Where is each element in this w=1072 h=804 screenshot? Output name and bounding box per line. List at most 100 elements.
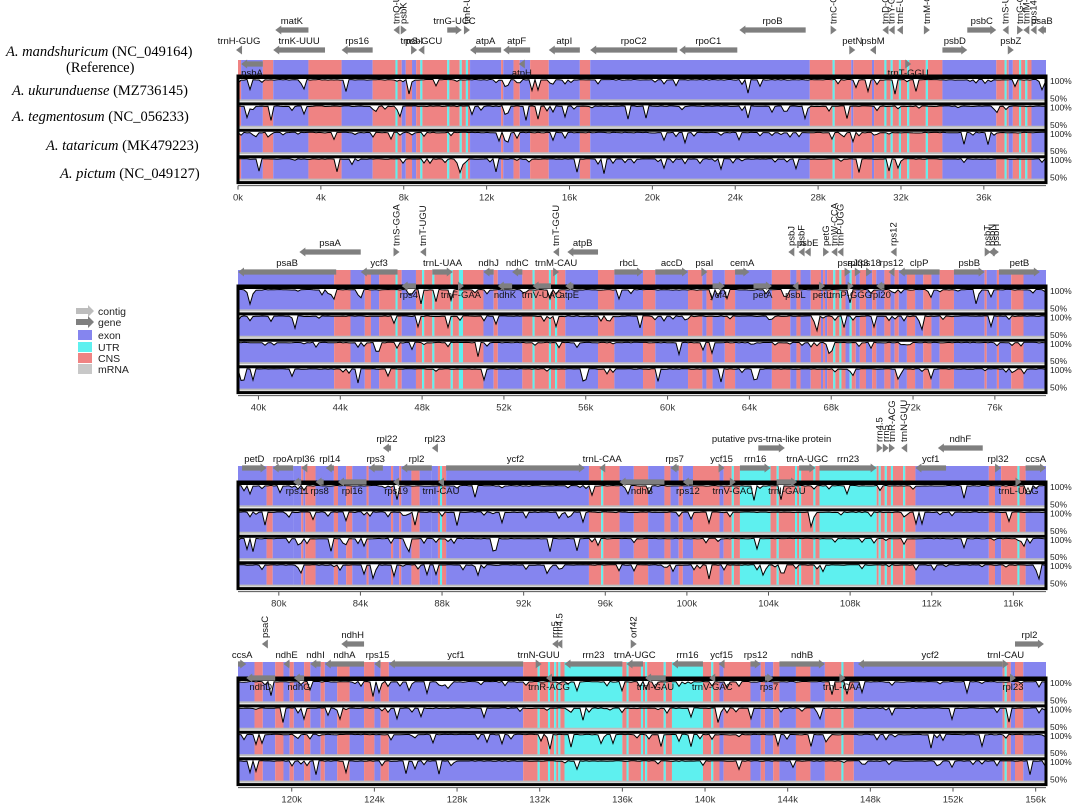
gene-label: psbC — [971, 16, 993, 27]
gene-annotation: rrn16 — [671, 650, 703, 669]
gene-annotation: atpH — [512, 59, 532, 79]
track-utr-block — [907, 79, 910, 101]
axis-tick-label: 140k — [695, 795, 716, 804]
ref-cns-block — [1015, 662, 1024, 678]
ref-cns-block — [308, 60, 342, 76]
track-cns-block — [452, 315, 459, 337]
track-cns-block — [622, 681, 627, 703]
ref-exon-block — [986, 270, 997, 286]
track-cns-block — [493, 289, 498, 311]
ref-exon-block — [712, 270, 725, 286]
track-exon-block — [931, 289, 940, 311]
track-exon-block — [1031, 105, 1046, 127]
gene-arrow-icon — [341, 45, 373, 55]
track-exon-block — [648, 485, 665, 507]
gene-arrow-icon — [1037, 25, 1046, 35]
track-cns-block — [988, 537, 995, 560]
gene-arrow-icon — [275, 25, 309, 35]
track-utr-block — [645, 707, 648, 729]
track-cns-block — [437, 485, 440, 507]
gene-arrow-icon — [388, 659, 524, 669]
gene-annotation: rpl36 — [294, 454, 315, 473]
track-exon-block — [431, 511, 438, 533]
track-cns-block — [463, 289, 484, 311]
track-cns-block — [851, 341, 856, 364]
ref-exon-block — [1008, 60, 1013, 76]
track-exon-block — [337, 537, 347, 560]
track-cns-block — [984, 315, 987, 337]
identity-dip-fill — [238, 158, 1046, 174]
ref-cns-block — [238, 60, 242, 76]
gene-label: rps4 — [400, 290, 418, 301]
track-utr-block — [554, 707, 557, 729]
track-utr-block — [731, 485, 734, 507]
gene-label: rpl23 — [424, 434, 445, 445]
track-utr-block — [564, 733, 623, 756]
track-cns-block — [886, 564, 891, 586]
track-exon-block — [1023, 315, 1046, 337]
ref-cns-block — [643, 270, 656, 286]
track-utr-block — [626, 681, 629, 703]
track-exon-block — [994, 511, 1002, 533]
gene-annotation: trnF-GAA — [441, 281, 482, 301]
gene-arrow-icon — [753, 281, 772, 291]
gene-label: rpl36 — [294, 454, 315, 465]
gene-annotation: ndhJ — [478, 258, 499, 277]
track-cns-block — [539, 733, 548, 756]
track-cns-block — [337, 733, 350, 756]
gene-arrow-icon — [272, 463, 294, 473]
track-exon-block — [810, 733, 825, 756]
track-exon-block — [619, 564, 634, 586]
track-cns-block — [539, 681, 548, 703]
track-exon-block — [262, 733, 276, 756]
ref-cns-block — [872, 270, 877, 286]
track-exon-block — [590, 105, 810, 127]
track-cns-block — [835, 315, 840, 337]
track-cns-block — [678, 511, 683, 533]
track-cns-block — [380, 760, 389, 782]
track-cns-block — [337, 681, 350, 703]
axis-tick-label: 12k — [479, 193, 495, 204]
gene-annotation: trnT-UGU — [418, 205, 429, 257]
gene-annotation: rpoA — [272, 454, 294, 473]
track-cns-block — [1019, 564, 1026, 586]
ref-cns-block — [1012, 60, 1020, 76]
gene-label: trnI-GAU — [637, 682, 675, 693]
ref-utr-block — [731, 466, 734, 482]
gene-label: clpP — [910, 258, 928, 269]
track-cns-block — [380, 707, 389, 729]
track-exon-block — [548, 131, 580, 154]
gene-annotation: ycf4 — [710, 281, 727, 301]
track-cns-block — [449, 131, 460, 154]
ref-cns-block — [923, 270, 932, 286]
gene-annotation: trnE-UUC — [895, 0, 906, 35]
track-cns-block — [304, 707, 311, 729]
track-cns-block — [1002, 707, 1005, 729]
track-cns-block — [859, 341, 866, 364]
track-exon-block — [283, 760, 290, 782]
track-exon-block — [293, 537, 302, 560]
gene-label: rrn16 — [744, 454, 766, 465]
track-exon-block — [497, 368, 523, 390]
track-utr-block — [839, 289, 842, 311]
track-cns-block — [702, 707, 712, 729]
track-exon-block — [712, 315, 725, 337]
alignment-panels: 100%50%100%50%100%50%100%50%0k 4k 8k 12k 16k… — [218, 0, 1072, 804]
identity-track: 100%50% — [237, 508, 1072, 536]
track-utr-block — [1004, 760, 1007, 782]
ref-cns-block — [702, 662, 712, 678]
ref-exon-block — [401, 60, 406, 76]
track-exon-block — [262, 707, 276, 729]
gene-arrow-icon — [798, 247, 805, 257]
track-utr-block — [432, 315, 435, 337]
gene-annotation: rrn4.5 — [554, 613, 565, 649]
gene-label: psbM — [861, 36, 884, 47]
track-exon-block — [565, 289, 599, 311]
track-cns-block — [364, 368, 371, 390]
ref-cns-block — [622, 662, 627, 678]
track-cns-block — [773, 707, 780, 729]
ref-exon-block — [470, 60, 502, 76]
percent-50-label: 50% — [1050, 722, 1067, 732]
track-exon-block — [1023, 760, 1046, 782]
track-exon-block — [497, 341, 523, 364]
